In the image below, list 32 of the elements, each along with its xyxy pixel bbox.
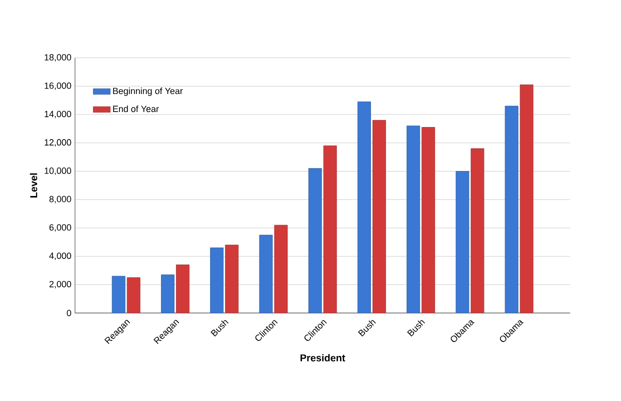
y-axis-title: Level	[30, 173, 38, 198]
bar	[372, 120, 386, 313]
y-tick-label: 6,000	[49, 224, 72, 232]
y-tick-label: 14,000	[44, 110, 72, 118]
bar	[406, 126, 420, 313]
y-tick-label: 10,000	[44, 168, 72, 175]
y-tick-label: 18,000	[44, 54, 72, 62]
bar	[470, 148, 484, 313]
bar	[176, 264, 190, 313]
bar	[422, 127, 436, 313]
y-tick-label: 16,000	[44, 82, 72, 90]
bar	[358, 102, 371, 313]
bar	[210, 248, 224, 313]
y-tick-label: 2,000	[49, 280, 72, 288]
bar	[274, 224, 288, 313]
legend-label: End of Year	[113, 105, 159, 112]
bar	[259, 234, 273, 313]
bar	[308, 168, 322, 313]
bar	[126, 277, 140, 313]
y-tick-label: 0	[66, 310, 72, 316]
bar	[456, 171, 470, 313]
y-tick-label: 8,000	[49, 196, 72, 204]
bar	[504, 106, 518, 313]
bar	[323, 146, 337, 313]
bar	[225, 244, 239, 313]
bar	[161, 274, 174, 313]
bar	[520, 84, 534, 313]
legend-label: Beginning of Year	[113, 88, 183, 96]
y-tick-label: 12,000	[44, 139, 72, 147]
y-tick-label: 4,000	[49, 252, 72, 260]
x-axis-title: President	[300, 354, 346, 362]
bar	[112, 276, 126, 313]
